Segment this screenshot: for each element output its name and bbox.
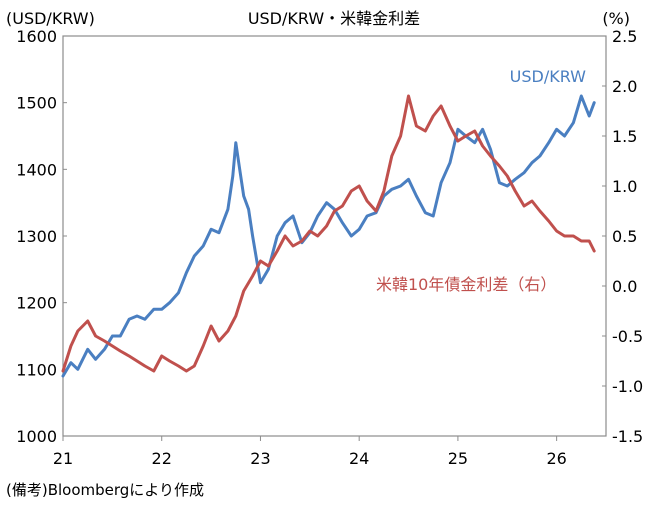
left-tick-label: 1200 xyxy=(16,294,57,313)
right-tick-label: -0.5 xyxy=(612,327,643,346)
left-tick-label: 1000 xyxy=(16,427,57,446)
right-tick-label: 0.0 xyxy=(612,277,637,296)
source-note: (備考)Bloombergにより作成 xyxy=(6,481,204,499)
right-tick-label: 0.5 xyxy=(612,227,637,246)
left-tick-label: 1300 xyxy=(16,227,57,246)
left-axis-unit: (USD/KRW) xyxy=(6,9,95,28)
x-tick-label: 24 xyxy=(349,449,369,468)
chart-title: USD/KRW・米韓金利差 xyxy=(248,9,420,28)
right-tick-label: -1.5 xyxy=(612,427,643,446)
series-line-usdkrw xyxy=(61,94,596,378)
right-tick-label: 1.5 xyxy=(612,127,637,146)
x-axis-ticks: 21 22 23 24 25 26 xyxy=(53,436,567,468)
plot-area-border xyxy=(62,35,607,437)
left-tick-label: 1600 xyxy=(16,27,57,46)
left-tick-label: 1400 xyxy=(16,160,57,179)
right-axis-ticks: -1.5 -1.0 -0.5 0.0 0.5 1.0 1.5 2.0 2.5 xyxy=(602,27,643,446)
left-tick-label: 1500 xyxy=(16,94,57,113)
right-tick-label: 2.5 xyxy=(612,27,637,46)
right-axis-unit: (%) xyxy=(602,9,630,28)
series-label-usdkrw: USD/KRW xyxy=(510,67,587,86)
x-tick-label: 22 xyxy=(152,449,172,468)
right-tick-label: 1.0 xyxy=(612,177,637,196)
x-tick-label: 26 xyxy=(546,449,566,468)
x-tick-label: 23 xyxy=(250,449,270,468)
left-tick-label: 1100 xyxy=(16,360,57,379)
right-tick-label: -1.0 xyxy=(612,377,643,396)
right-tick-label: 2.0 xyxy=(612,77,637,96)
x-tick-label: 21 xyxy=(53,449,73,468)
series-layer xyxy=(61,94,596,378)
left-axis-ticks: 1000 1100 1200 1300 1400 1500 1600 xyxy=(16,27,67,446)
x-tick-label: 25 xyxy=(448,449,468,468)
series-line-rate-diff xyxy=(61,94,596,373)
series-label-rate-diff: 米韓10年債金利差（右） xyxy=(376,275,556,294)
